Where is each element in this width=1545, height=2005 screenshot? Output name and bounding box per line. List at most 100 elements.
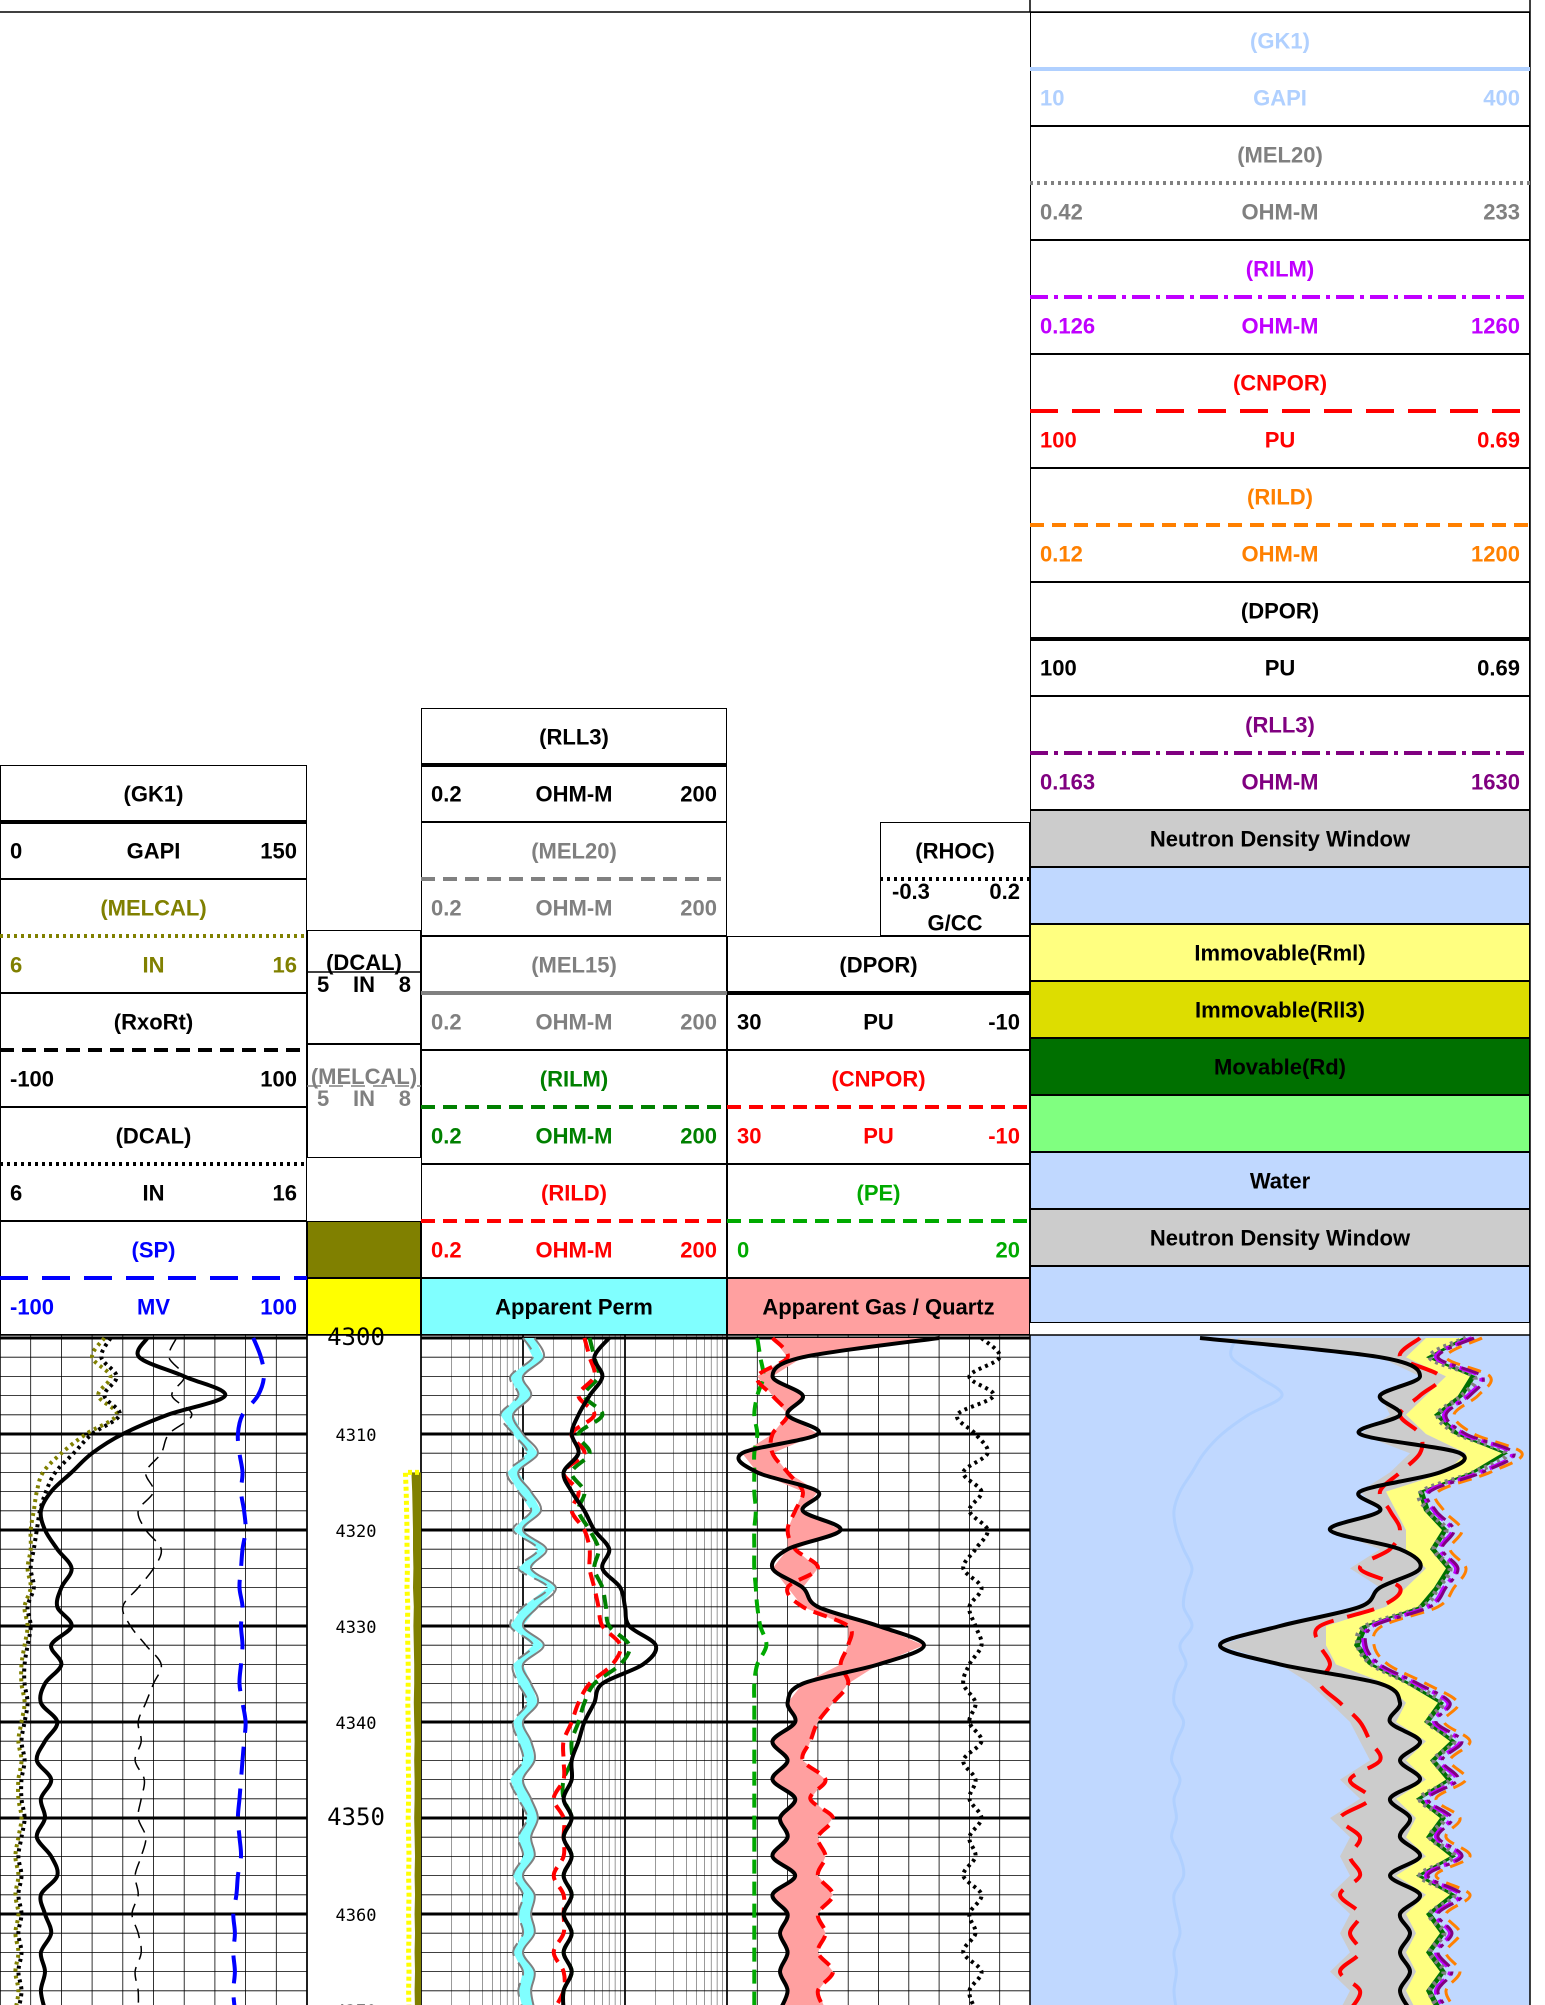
header-layer: (GK1) 10 GAPI 400 (MEL20) 0.42 OHM-M 233 (RILM) 0…	[0, 0, 1531, 1335]
curve-rxort	[121, 1337, 193, 2005]
track2-curve-3-min: 0.2	[431, 1124, 462, 1149]
track4-fill-3-label: Immovable(Rll3)	[1195, 998, 1365, 1023]
track4-fill-0-label: Neutron Density Window	[1150, 827, 1411, 852]
track2-curve-2-unit: OHM-M	[536, 1010, 613, 1035]
track2-curve-0-max: 200	[680, 782, 717, 807]
curve-gk1	[34, 1336, 228, 2005]
track2-curve-0-unit: OHM-M	[536, 782, 613, 807]
track4-fill-7-label: Neutron Density Window	[1150, 1226, 1411, 1251]
track4-fill-5	[1030, 1095, 1530, 1152]
track4-fill-4-label: Movable(Rd)	[1214, 1055, 1346, 1080]
curve-mel15	[511, 1337, 557, 2005]
track2-curve-4-min: 0.2	[431, 1238, 462, 1263]
track4-fill-8	[1030, 1266, 1530, 1323]
track4-curve-3-mnemonic: (CNPOR)	[1233, 371, 1327, 396]
apparent-gas-fill	[742, 1338, 940, 2005]
track1-curve-0-max: 150	[260, 839, 297, 864]
track4-curve-6-max: 1630	[1471, 770, 1520, 795]
track3-curve-1-min: 30	[737, 1010, 761, 1035]
track2-curve-4-unit: OHM-M	[536, 1238, 613, 1263]
curve-mel20	[499, 1337, 549, 2005]
depth-curve-0-min: 5	[317, 972, 329, 997]
track4-curve-5-max: 0.69	[1477, 656, 1520, 681]
curve-sp	[231, 1337, 267, 2005]
track1-curve-0-unit: GAPI	[127, 839, 181, 864]
track2-curve-3-mnemonic: (RILM)	[540, 1067, 608, 1092]
depth-label-0: 4300	[327, 1323, 385, 1351]
depth-label-2: 4320	[336, 1522, 377, 1542]
track4-curve-3-min: 100	[1040, 428, 1077, 453]
track2-curve-3-unit: OHM-M	[536, 1124, 613, 1149]
track4-immovable-fill	[1326, 1338, 1502, 2005]
track2-curve-2-max: 200	[680, 1010, 717, 1035]
depth-label-5: 4350	[327, 1803, 385, 1831]
depth-label-4: 4340	[336, 1714, 377, 1734]
track4-curve-6-unit: OHM-M	[1242, 770, 1319, 795]
curve-t4-gk1	[1170, 1337, 1284, 2005]
depth-label-1: 4310	[336, 1426, 377, 1446]
track4-curve-1-unit: OHM-M	[1242, 200, 1319, 225]
track2-curve-3-max: 200	[680, 1124, 717, 1149]
track4-fill-4	[1030, 1038, 1530, 1095]
curve-rild	[551, 1337, 623, 2005]
track1-curve-3-mnemonic: (DCAL)	[116, 1124, 192, 1149]
track4-fill-7	[1030, 1209, 1530, 1266]
track4-curve-5-unit: PU	[1265, 656, 1296, 681]
track3-rhoc-mnemonic: (RHOC)	[915, 839, 994, 864]
track2-curve-2-mnemonic: (MEL15)	[531, 953, 617, 978]
track3-rhoc-min: -0.3	[892, 879, 930, 904]
depth-curve-1-max: 8	[399, 1086, 411, 1111]
track3-rhoc-unit: G/CC	[928, 910, 983, 935]
track1-curve-1-unit: IN	[143, 953, 165, 978]
track3-curve-3-mnemonic: (PE)	[857, 1181, 901, 1206]
curve-t4-rild	[1371, 1336, 1524, 2005]
depth-caliper-fill	[411, 1472, 421, 2005]
track3-curve-2-unit: PU	[863, 1124, 894, 1149]
curve-t4-rll3	[1363, 1336, 1516, 2005]
track4-curve-6-mnemonic: (RLL3)	[1245, 713, 1315, 738]
track4-fill-1	[1030, 867, 1530, 924]
track3-curve-1-mnemonic: (DPOR)	[839, 953, 917, 978]
depth-curve-1-unit: IN	[353, 1086, 375, 1111]
curve-dcal	[16, 1336, 122, 2005]
track4-curve-4-mnemonic: (RILD)	[1247, 485, 1313, 510]
track4-curve-0-max: 400	[1483, 86, 1520, 111]
track2-curve-0-min: 0.2	[431, 782, 462, 807]
track3-curve-3-min: 0	[737, 1238, 749, 1263]
curve-melcal	[13, 1336, 119, 2005]
track2-curve-2-min: 0.2	[431, 1010, 462, 1035]
track4-curve-2-mnemonic: (RILM)	[1246, 257, 1314, 282]
track2-curve-4-mnemonic: (RILD)	[541, 1181, 607, 1206]
track2-curve-0-mnemonic: (RLL3)	[539, 725, 609, 750]
apparent-perm-fill	[500, 1338, 556, 2005]
depth-curve-0-unit: IN	[353, 972, 375, 997]
track1-curve-1-max: 16	[273, 953, 297, 978]
track4-curve-2-max: 1260	[1471, 314, 1520, 339]
depth-curve-0-max: 8	[399, 972, 411, 997]
track1-curve-1-min: 6	[10, 953, 22, 978]
track3-curve-3-max: 20	[996, 1238, 1020, 1263]
curve-t4-mel20	[1354, 1335, 1509, 2005]
track4-curve-4-max: 1200	[1471, 542, 1520, 567]
track2-curve-1-unit: OHM-M	[536, 896, 613, 921]
track1-curve-4-mnemonic: (SP)	[132, 1238, 176, 1263]
track1-curve-3-min: 6	[10, 1181, 22, 1206]
track4-curve-5-mnemonic: (DPOR)	[1241, 599, 1319, 624]
track3-rhoc-max: 0.2	[989, 879, 1020, 904]
depth-fill-1	[307, 1278, 421, 1335]
depth-curve-1-mnemonic: (MELCAL)	[311, 1064, 417, 1089]
depth-fill-0	[307, 1221, 421, 1278]
track4-fill-3	[1030, 981, 1530, 1038]
track4-curve-4-unit: OHM-M	[1242, 542, 1319, 567]
track1-curve-1-mnemonic: (MELCAL)	[100, 896, 206, 921]
depth-curve-1-min: 5	[317, 1086, 329, 1111]
track4-curve-5-min: 100	[1040, 656, 1077, 681]
depth-curve-0-mnemonic: (DCAL)	[326, 950, 402, 975]
track1-curve-2-min: -100	[10, 1067, 54, 1092]
track3-fill	[727, 1278, 1030, 1335]
track4-curve-4-min: 0.12	[1040, 542, 1083, 567]
curve-rhoc	[955, 1336, 1002, 2005]
track1-curve-3-unit: IN	[143, 1181, 165, 1206]
depth-label-3: 4330	[336, 1618, 377, 1638]
track3-fill-label: Apparent Gas / Quartz	[762, 1295, 994, 1320]
